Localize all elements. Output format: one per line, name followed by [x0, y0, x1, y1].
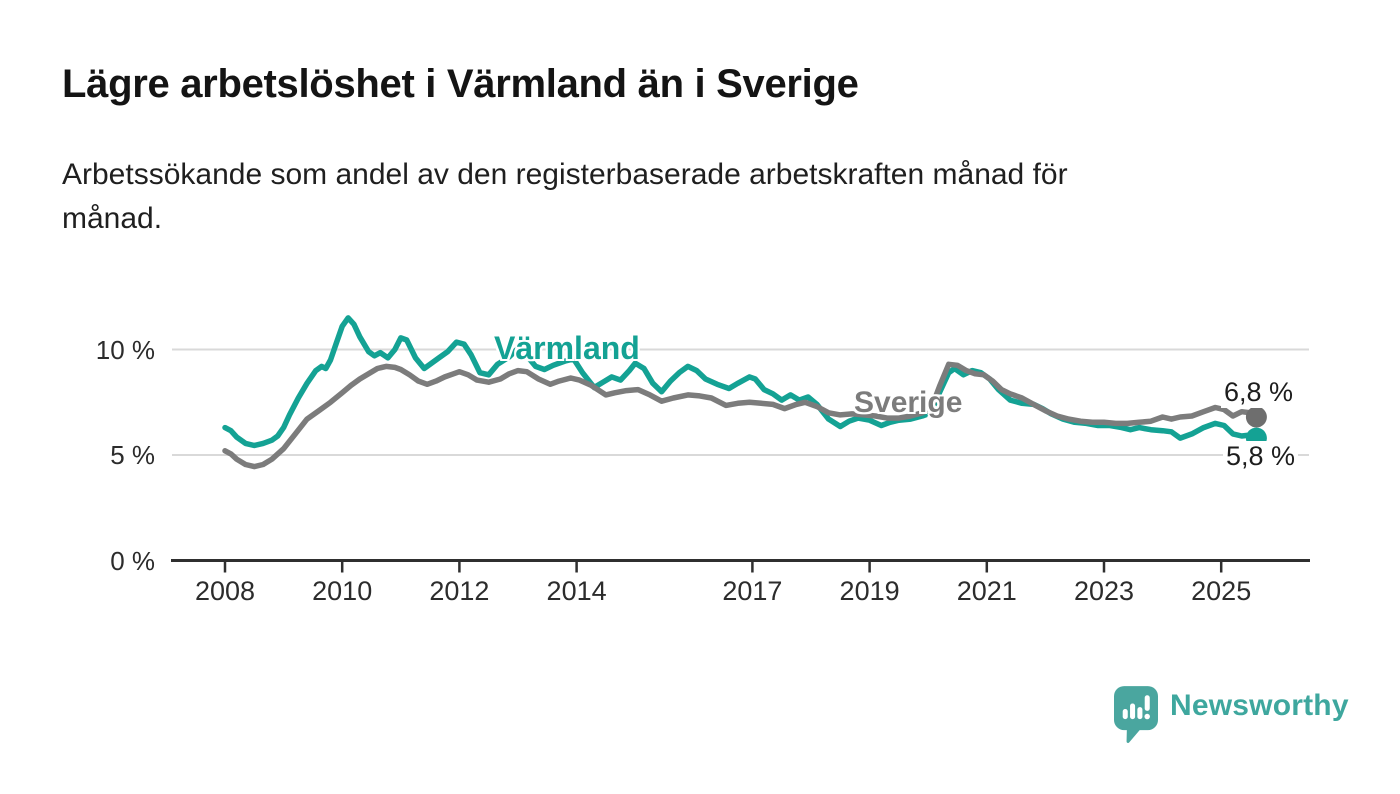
x-tick-label: 2014 — [546, 576, 607, 606]
subtitle-line-2: månad. — [62, 202, 163, 235]
subtitle-line-1: Arbetssökande som andel av den registerb… — [62, 158, 1068, 191]
brand-wordmark: Newsworthy — [1170, 689, 1349, 722]
y-axis-labels: 0 % 5 % 10 % — [0, 0, 155, 794]
x-tick-label: 2017 — [722, 576, 783, 606]
y-tick-label: 5 % — [110, 440, 155, 470]
x-axis-labels: 2008 2010 2012 2014 2017 2019 2021 2023 2025 — [0, 576, 1400, 616]
x-tick-label: 2010 — [312, 576, 373, 606]
x-tick-label: 2008 — [194, 576, 256, 606]
end-value-label-sverige: 6,8 % — [1221, 377, 1297, 408]
x-tick-label: 2012 — [429, 576, 490, 606]
x-tick-label: 2025 — [1191, 576, 1252, 606]
y-tick-label: 10 % — [95, 334, 155, 365]
chart-subtitle: Arbetssökande som andel av den registerb… — [62, 153, 1352, 241]
x-tick-label: 2019 — [839, 576, 900, 606]
x-tick-label: 2023 — [1073, 576, 1135, 606]
y-tick-label: 0 % — [110, 545, 155, 576]
series-label-varmland: Värmland — [494, 330, 640, 366]
series-line-sverige — [222, 361, 1260, 470]
x-tick-label: 2021 — [956, 576, 1017, 606]
newsworthy-speech-bubble-bar-chart-icon — [1114, 686, 1158, 743]
series-line-varmland — [222, 315, 1260, 449]
newsworthy-logo: Newsworthy — [1114, 686, 1349, 746]
end-value-label-varmland: 5,8 % — [1223, 441, 1299, 472]
series-label-sverige: Sverige — [854, 386, 963, 419]
end-dot-sverige — [1245, 406, 1267, 428]
page-title: Lägre arbetslöshet i Värmland än i Sveri… — [62, 62, 859, 106]
